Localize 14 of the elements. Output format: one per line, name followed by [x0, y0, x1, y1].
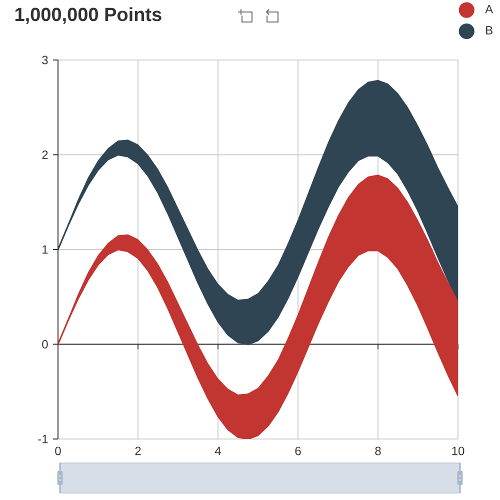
x-tick-label: 6 [295, 446, 301, 456]
chart-title: 1,000,000 Points [15, 7, 162, 24]
y-tick-label: -1 [38, 434, 48, 444]
y-tick-label: 2 [42, 150, 48, 159]
x-tick-label: 2 [135, 446, 141, 456]
y-tick-label: 3 [42, 56, 48, 64]
legend-label: A [485, 4, 494, 14]
legend-label: B [486, 26, 492, 34]
y-tick-label: 1 [42, 245, 48, 254]
x-tick-label: 8 [375, 446, 381, 456]
x-tick-label: 10 [452, 446, 464, 456]
x-tick-label: 4 [214, 446, 221, 455]
y-tick-label: 0 [42, 340, 48, 349]
x-tick-label: 0 [55, 446, 61, 456]
